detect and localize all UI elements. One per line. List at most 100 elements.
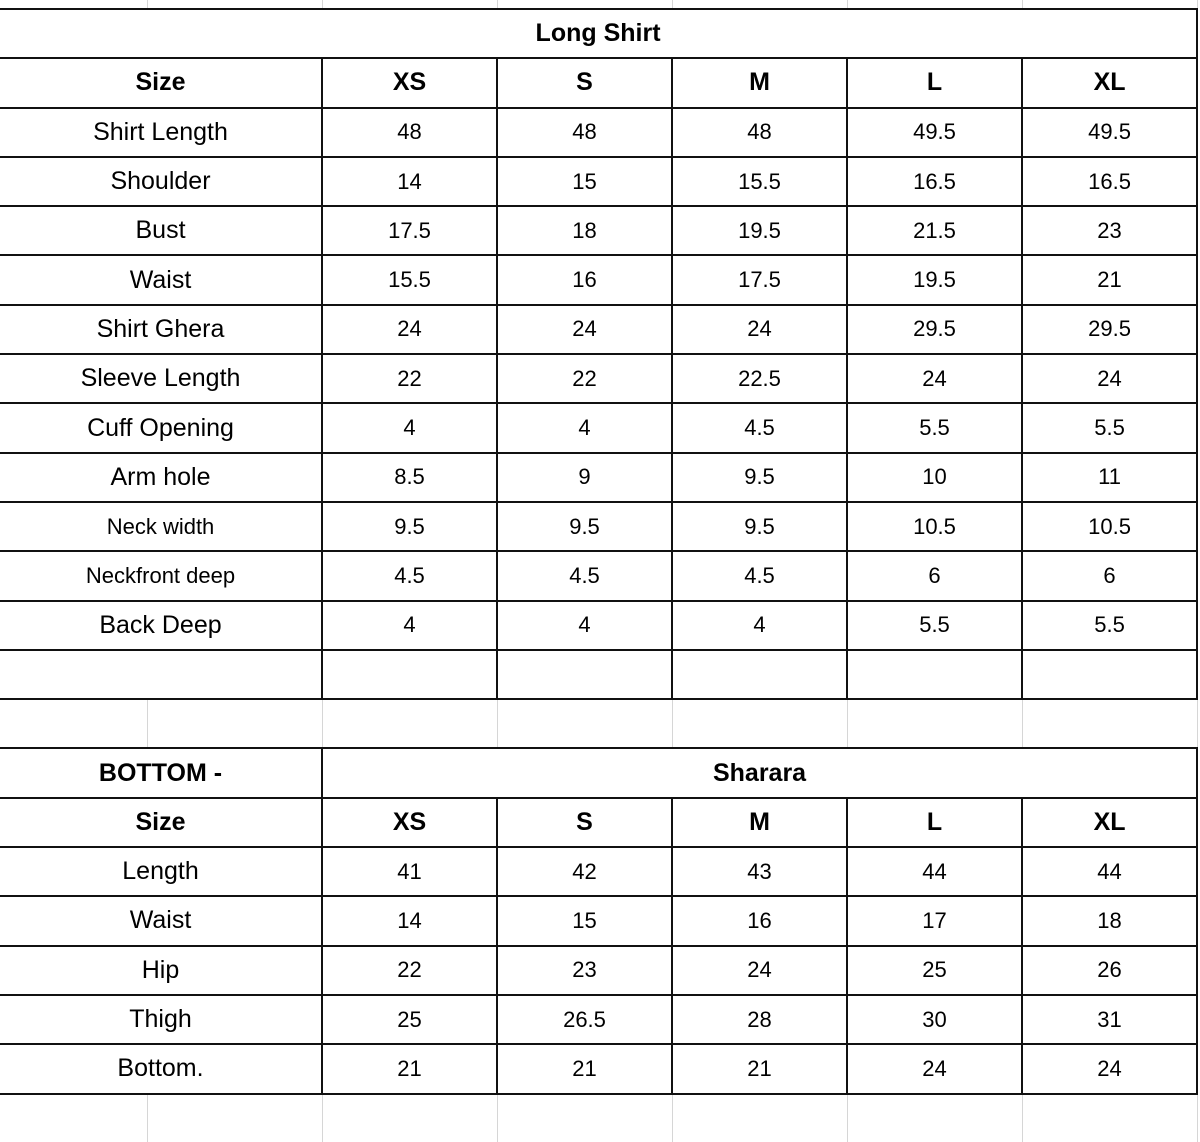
measurement-cell: 24 <box>1020 353 1199 405</box>
measurement-cell: 25 <box>846 944 1023 996</box>
size-header: L <box>846 57 1023 109</box>
measurement-cell: 21.5 <box>846 205 1023 257</box>
section-label: BOTTOM - <box>0 747 323 799</box>
measurement-cell <box>1020 648 1199 701</box>
measurement-cell: 14 <box>321 895 498 947</box>
measurement-cell: 5.5 <box>1020 599 1199 651</box>
size-header: M <box>671 796 848 849</box>
measurement-cell: 19.5 <box>671 205 848 257</box>
measurement-cell: 11 <box>1020 451 1199 503</box>
empty-cell <box>1021 698 1198 750</box>
top-title-row: Long Shirt <box>0 7 1199 60</box>
size-header: M <box>671 57 848 109</box>
measurement-cell: 24 <box>846 1043 1023 1095</box>
table-row: Waist 15.5 16 17.5 19.5 21 <box>0 254 1199 306</box>
measurement-cell: 24 <box>1020 1043 1199 1095</box>
size-header: XS <box>321 57 498 109</box>
measurement-cell: 24 <box>496 303 673 356</box>
size-header: L <box>846 796 1023 849</box>
measurement-cell: 29.5 <box>1020 303 1199 356</box>
bottom-header-row: Size XS S M L XL <box>0 796 1199 849</box>
measurement-cell: 19.5 <box>846 254 1023 306</box>
measurement-cell: 48 <box>321 106 498 158</box>
measurement-label: Neckfront deep <box>0 550 323 602</box>
measurement-cell: 30 <box>846 993 1023 1046</box>
measurement-cell <box>846 648 1023 701</box>
measurement-cell: 16 <box>496 254 673 306</box>
table-title: Sharara <box>320 747 1199 799</box>
measurement-label: Bust <box>0 205 323 257</box>
measurement-cell: 10.5 <box>846 500 1023 553</box>
table-row: Neckfront deep 4.5 4.5 4.5 6 6 <box>0 550 1199 602</box>
measurement-cell: 10 <box>846 451 1023 503</box>
measurement-cell: 16.5 <box>1020 155 1199 208</box>
spacer-row <box>0 698 1198 750</box>
measurement-cell: 18 <box>1020 895 1199 947</box>
measurement-cell: 25 <box>321 993 498 1046</box>
empty-cell <box>671 698 848 750</box>
measurement-cell: 21 <box>496 1043 673 1095</box>
measurement-label: Arm hole <box>0 451 323 503</box>
measurement-cell: 22 <box>321 944 498 996</box>
measurement-cell: 49.5 <box>846 106 1023 158</box>
size-label-header: Size <box>0 57 323 109</box>
measurement-cell: 17 <box>846 895 1023 947</box>
measurement-cell: 15 <box>496 895 673 947</box>
measurement-label: Hip <box>0 944 323 996</box>
measurement-cell: 4 <box>321 402 498 454</box>
measurement-cell: 14 <box>321 155 498 208</box>
measurement-label: Sleeve Length <box>0 353 323 405</box>
measurement-label: Waist <box>0 895 323 947</box>
size-header: S <box>496 796 673 849</box>
measurement-label: Shirt Length <box>0 106 323 158</box>
empty-cell <box>496 698 673 750</box>
measurement-cell: 48 <box>671 106 848 158</box>
measurement-cell: 21 <box>1020 254 1199 306</box>
measurement-cell: 15 <box>496 155 673 208</box>
measurement-cell: 15.5 <box>671 155 848 208</box>
table-title: Long Shirt <box>0 7 1199 60</box>
top-header-row: Size XS S M L XL <box>0 57 1199 109</box>
measurement-label: Waist <box>0 254 323 306</box>
measurement-cell: 28 <box>671 993 848 1046</box>
measurement-label: Bottom. <box>0 1043 323 1095</box>
measurement-cell: 9.5 <box>671 500 848 553</box>
table-row: Bottom. 21 21 21 24 24 <box>0 1043 1199 1095</box>
measurement-cell: 5.5 <box>846 599 1023 651</box>
measurement-cell: 5.5 <box>846 402 1023 454</box>
measurement-cell: 42 <box>496 846 673 898</box>
measurement-cell: 5.5 <box>1020 402 1199 454</box>
table-row: Thigh 25 26.5 28 30 31 <box>0 993 1199 1046</box>
measurement-cell: 22 <box>321 353 498 405</box>
measurement-cell: 4 <box>671 599 848 651</box>
measurement-cell: 6 <box>1020 550 1199 602</box>
measurement-cell: 9 <box>496 451 673 503</box>
empty-cell <box>321 698 498 750</box>
table-row: Neck width 9.5 9.5 9.5 10.5 10.5 <box>0 500 1199 553</box>
measurement-cell: 26.5 <box>496 993 673 1046</box>
size-label-header: Size <box>0 796 323 849</box>
measurement-cell <box>496 648 673 701</box>
measurement-cell: 6 <box>846 550 1023 602</box>
measurement-cell: 8.5 <box>321 451 498 503</box>
measurement-cell: 26 <box>1020 944 1199 996</box>
size-header: S <box>496 57 673 109</box>
measurement-cell: 17.5 <box>671 254 848 306</box>
measurement-cell: 24 <box>321 303 498 356</box>
measurement-cell: 4 <box>496 402 673 454</box>
measurement-label: Cuff Opening <box>0 402 323 454</box>
table-row: Sleeve Length 22 22 22.5 24 24 <box>0 353 1199 405</box>
measurement-cell: 43 <box>671 846 848 898</box>
table-row: Cuff Opening 4 4 4.5 5.5 5.5 <box>0 402 1199 454</box>
measurement-cell: 23 <box>496 944 673 996</box>
measurement-label: Back Deep <box>0 599 323 651</box>
measurement-label: Thigh <box>0 993 323 1046</box>
measurement-cell: 16.5 <box>846 155 1023 208</box>
measurement-cell: 24 <box>671 944 848 996</box>
measurement-cell: 23 <box>1020 205 1199 257</box>
table-row: Back Deep 4 4 4 5.5 5.5 <box>0 599 1199 651</box>
measurement-cell: 4 <box>321 599 498 651</box>
empty-cell <box>846 698 1023 750</box>
measurement-cell: 18 <box>496 205 673 257</box>
measurement-cell: 15.5 <box>321 254 498 306</box>
